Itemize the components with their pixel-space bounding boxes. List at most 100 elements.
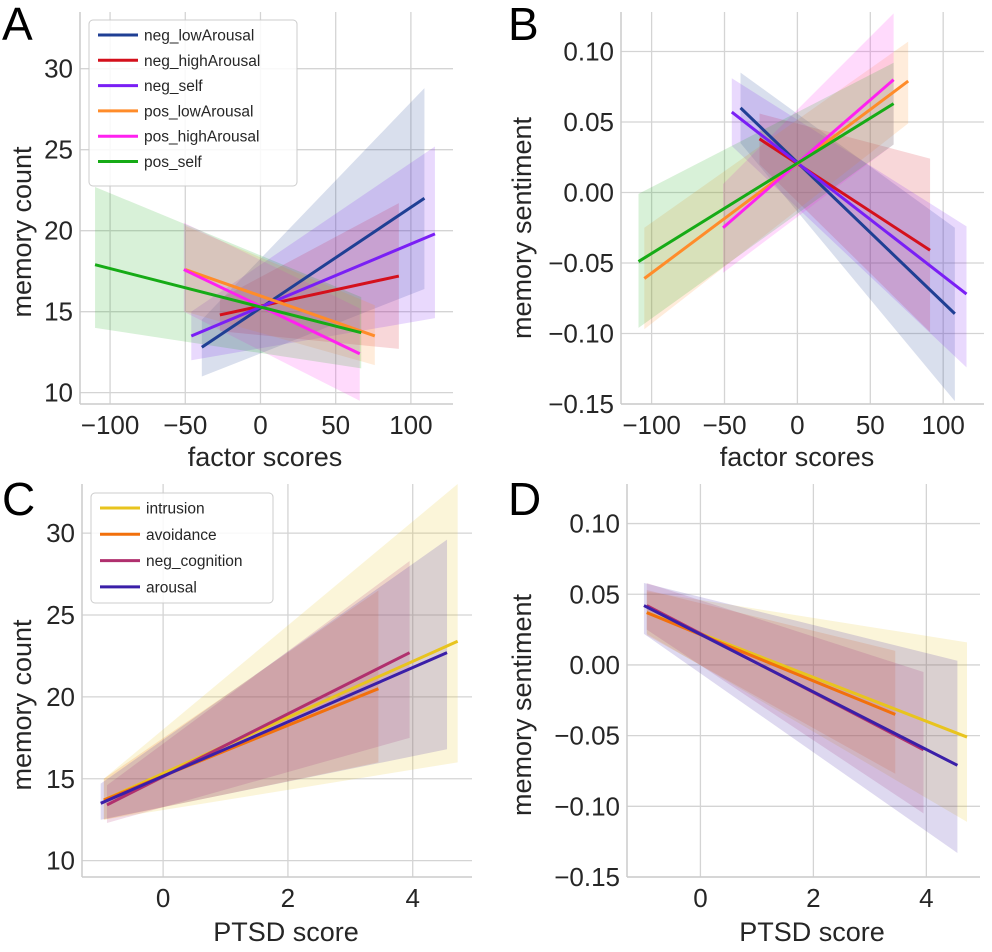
panel-b-ytick-label: −0.15 [548, 389, 614, 419]
panel-b-ci-band-pos_highArousal [723, 13, 894, 273]
panel-b-ylabel: memory sentiment [507, 116, 537, 339]
panel-b-lines [637, 78, 968, 315]
panel-b-xtick-label: −100 [622, 410, 681, 440]
panel-c-legend-label: intrusion [146, 501, 205, 518]
panel-a-ytick-label: 25 [44, 135, 73, 165]
panel-a-xtick-label: −50 [163, 410, 207, 440]
panel-b-xlabel: factor scores [720, 442, 875, 472]
panel-d-ytick-label: −0.15 [554, 862, 620, 892]
panel-d-lines [643, 604, 968, 767]
panel-c-ylabel: memory count [7, 619, 37, 791]
panel-b-ytick-label: −0.10 [548, 318, 614, 348]
panel-a-xlabel: factor scores [188, 442, 343, 472]
panel-b-ci-band-pos_self [638, 62, 894, 328]
panel-b-axes [620, 12, 984, 405]
panel-b-line-pos_self [637, 102, 895, 263]
panel-a-legend-label: neg_lowArousal [144, 28, 254, 45]
panel-a-line-neg_lowArousal [200, 197, 426, 349]
panel-b-xtick-label: 100 [921, 410, 964, 440]
panel-a-line-neg_highArousal [219, 274, 400, 317]
panel-b-line-neg_lowArousal [739, 106, 956, 315]
panel-c-xtick-label: 0 [156, 883, 170, 913]
panel-c-legend-label: neg_cognition [146, 553, 243, 570]
panel-a-ytick-label: 10 [44, 378, 73, 408]
panel-a-ylabel: memory count [7, 146, 37, 318]
panel-a-line-pos_self [94, 263, 362, 335]
panel-d-ticks: 0 2 4 −0.15 −0.10 −0.05 0.00 0.05 0.10 [554, 509, 933, 913]
panel-a-line-pos_lowArousal [184, 268, 376, 338]
panel-a-legend-label: pos_self [144, 154, 202, 171]
panel-b-xtick-label: −50 [702, 410, 746, 440]
panel-a-line-neg_self [190, 232, 436, 338]
panel-d-xtick-label: 4 [919, 883, 933, 913]
panel-a-ytick-label: 20 [44, 216, 73, 246]
panel-d-ci-bands [643, 582, 968, 853]
panel-b-ytick-label: 0.05 [563, 107, 614, 137]
panel-c-ci-band-neg_cognition [106, 560, 410, 823]
panel-letter-a: A [2, 0, 33, 50]
panel-d-xlabel: PTSD score [739, 917, 885, 947]
panel-a-ytick-label: 30 [44, 54, 73, 84]
panel-b-line-neg_self [730, 110, 968, 296]
panel-a-xtick-label: 0 [253, 410, 267, 440]
panel-c-ytick-label: 30 [46, 518, 75, 548]
panel-c-ci-band-intrusion [103, 484, 458, 820]
panel-a-ytick-label: 15 [44, 297, 73, 327]
panel-b-ci-band-neg_lowArousal [740, 72, 955, 402]
panel-c-ytick-label: 15 [46, 764, 75, 794]
panel-b-xtick-label: 50 [856, 410, 885, 440]
panel-a-legend-box [88, 19, 298, 187]
panel-a-ticks: −100 −50 0 50 100 10 15 20 25 30 [44, 54, 433, 440]
panel-c-ticks: 0 2 4 10 15 20 25 30 [46, 518, 420, 913]
panel-letter-d: D [508, 473, 541, 525]
panel-d-ytick-label: −0.05 [554, 721, 620, 751]
panel-a-legend-label: pos_lowArousal [144, 103, 253, 120]
panel-c-line-arousal [100, 651, 448, 805]
panel-d-xtick-label: 0 [693, 883, 707, 913]
panel-d-ytick-label: −0.10 [554, 791, 620, 821]
panel-c-axes [81, 484, 472, 878]
panel-a-legend-label: neg_self [144, 78, 203, 95]
panel-b-ticks: −100 −50 0 50 100 −0.15 −0.10 −0.05 0.00 0.05 0.10 [548, 36, 965, 440]
panel-c-legend-box [90, 492, 274, 604]
panel-letter-c: C [2, 473, 35, 525]
panel-a-xtick-label: 100 [389, 410, 432, 440]
panel-b-ci-bands [638, 13, 967, 402]
panel-c-ytick-label: 25 [46, 600, 75, 630]
panel-c-ytick-label: 20 [46, 682, 75, 712]
panel-d-ytick-label: 0.00 [569, 650, 620, 680]
panel-c-ci-band-arousal [100, 539, 448, 820]
panel-b-ci-band-neg_self [731, 78, 967, 368]
panel-a-xtick-label: 50 [321, 410, 350, 440]
panel-b-ci-band-pos_lowArousal [644, 41, 909, 330]
panel-a-axes [79, 12, 453, 405]
panel-b-xtick-label: 0 [790, 410, 804, 440]
panel-a-legend: neg_lowArousal neg_highArousal neg_selfpos… [88, 19, 298, 187]
panel-b-ytick-label: 0.10 [563, 36, 614, 66]
panel-c-lines [100, 639, 459, 807]
panel-b-ytick-label: −0.05 [548, 248, 614, 278]
panel-d-ytick-label: 0.10 [569, 509, 620, 539]
panel-d-ylabel: memory sentiment [507, 593, 537, 816]
panel-letter-b: B [508, 0, 539, 50]
panel-c-legend-label: avoidance [146, 527, 217, 544]
panel-c-xlabel: PTSD score [213, 917, 359, 947]
panel-c-ci-bands [100, 484, 458, 823]
panel-c-ytick-label: 10 [46, 846, 75, 876]
panel-c-legend-label: arousal [146, 579, 197, 596]
panel-a-line-pos_highArousal [183, 268, 361, 356]
panel-a-legend-label: pos_highArousal [144, 129, 259, 146]
panel-b-ytick-label: 0.00 [563, 177, 614, 207]
panel-c-xtick-label: 4 [405, 883, 419, 913]
panel-d-axes [626, 484, 980, 878]
panel-a-xtick-label: −100 [81, 410, 140, 440]
panel-c-line-intrusion [103, 639, 459, 802]
panel-d-grid [627, 484, 980, 878]
panel-d-line-arousal [643, 604, 959, 767]
panel-d-ytick-label: 0.05 [569, 579, 620, 609]
panel-d-xtick-label: 2 [806, 883, 820, 913]
